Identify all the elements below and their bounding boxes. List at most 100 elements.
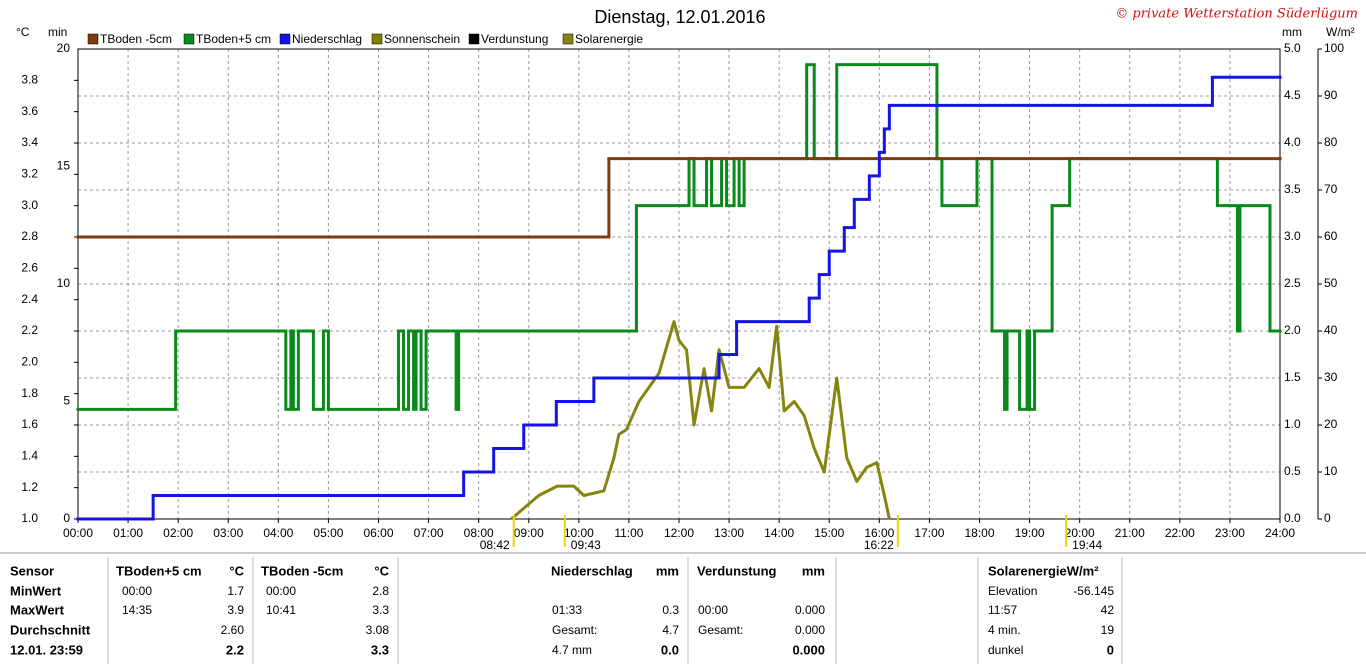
cell-label: 01:33 bbox=[552, 603, 582, 617]
y3-tick-label: 30 bbox=[1324, 370, 1338, 384]
y2-tick-label: 0.0 bbox=[1284, 511, 1301, 525]
copyright: © private Wetterstation Süderlügum bbox=[1115, 7, 1358, 22]
y-tick-label: 2.4 bbox=[21, 292, 38, 306]
panel-header: Niederschlag bbox=[551, 563, 633, 578]
x-tick-label: 09:00 bbox=[514, 526, 544, 540]
y3-tick-label: 100 bbox=[1324, 41, 1344, 55]
cell-label: 00:00 bbox=[122, 584, 152, 598]
row-label: MinWert bbox=[10, 583, 62, 598]
y2-tick-label: 2.5 bbox=[1284, 276, 1301, 290]
y3-tick-label: 90 bbox=[1324, 88, 1338, 102]
y3-tick-label: 80 bbox=[1324, 135, 1338, 149]
y-tick-label: 3.8 bbox=[21, 73, 38, 87]
y2-tick-label: 0.5 bbox=[1284, 464, 1301, 478]
x-tick-label: 20:00 bbox=[1065, 526, 1095, 540]
y3-tick-label: 70 bbox=[1324, 182, 1338, 196]
cell-label: 00:00 bbox=[698, 603, 728, 617]
y3-tick-label: 10 bbox=[1324, 464, 1338, 478]
x-tick-label: 11:00 bbox=[614, 526, 643, 540]
y-tick-label: 1.2 bbox=[21, 480, 38, 494]
x-tick-label: 05:00 bbox=[313, 526, 343, 540]
plot-frame bbox=[77, 48, 1281, 520]
cell-value: 19 bbox=[1101, 623, 1115, 637]
row-label: Durchschnitt bbox=[10, 622, 91, 637]
cell-value: 2.60 bbox=[221, 623, 245, 637]
y2-tick-label: 4.0 bbox=[1284, 135, 1301, 149]
y4-tick-label: 10 bbox=[57, 276, 71, 290]
legend-swatch bbox=[468, 33, 480, 45]
legend-label: TBoden -5cm bbox=[100, 32, 172, 46]
legend-label: TBoden+5 cm bbox=[196, 32, 271, 46]
x-tick-label: 15:00 bbox=[814, 526, 844, 540]
x-tick-label: 19:00 bbox=[1015, 526, 1045, 540]
y3-tick-label: 0 bbox=[1324, 511, 1331, 525]
y-tick-label: 3.0 bbox=[21, 198, 38, 212]
x-tick-label: 01:00 bbox=[113, 526, 143, 540]
y4-tick-label: 0 bbox=[63, 511, 70, 525]
cell-value: 0.000 bbox=[792, 642, 825, 657]
cell-value: 0 bbox=[1107, 642, 1114, 657]
row-label: MaxWert bbox=[10, 602, 65, 617]
panel-unit: mm bbox=[656, 563, 679, 578]
row-label: 12.01. 23:59 bbox=[10, 642, 83, 657]
legend-swatch bbox=[562, 33, 574, 45]
x-tick-label: 02:00 bbox=[163, 526, 193, 540]
x-tick-label: 24:00 bbox=[1265, 526, 1295, 540]
cell-value: 0.0 bbox=[661, 642, 679, 657]
x-tick-label: 14:00 bbox=[764, 526, 794, 540]
sun-event-label: 09:43 bbox=[571, 538, 601, 552]
y2-tick-label: 1.0 bbox=[1284, 417, 1301, 431]
y-tick-label: 2.6 bbox=[21, 261, 38, 275]
panel-header: Verdunstung bbox=[697, 563, 777, 578]
cell-value: 3.08 bbox=[366, 623, 390, 637]
y4-tick-label: 20 bbox=[57, 41, 71, 55]
y2-tick-label: 5.0 bbox=[1284, 41, 1301, 55]
y-tick-label: 1.6 bbox=[21, 417, 38, 431]
y-tick-label: 1.0 bbox=[21, 511, 38, 525]
x-tick-label: 03:00 bbox=[213, 526, 243, 540]
axis-label: W/m² bbox=[1326, 25, 1355, 39]
legend-swatch bbox=[371, 33, 383, 45]
x-tick-label: 12:00 bbox=[664, 526, 694, 540]
y-tick-label: 2.2 bbox=[21, 323, 38, 337]
y2-tick-label: 2.0 bbox=[1284, 323, 1301, 337]
x-tick-label: 07:00 bbox=[414, 526, 444, 540]
axis-label: °C bbox=[16, 25, 30, 39]
cell-label: 4.7 mm bbox=[552, 643, 592, 657]
panel-unit: mm bbox=[802, 563, 825, 578]
x-tick-label: 13:00 bbox=[714, 526, 744, 540]
cell-value: 2.8 bbox=[372, 584, 389, 598]
cell-label: 4 min. bbox=[988, 623, 1021, 637]
y-tick-label: 1.8 bbox=[21, 386, 38, 400]
panel-header: TBoden -5cm bbox=[261, 563, 343, 578]
cell-value: 1.7 bbox=[227, 584, 244, 598]
y2-tick-label: 1.5 bbox=[1284, 370, 1301, 384]
legend-swatch bbox=[279, 33, 291, 45]
cell-value: 3.3 bbox=[371, 642, 389, 657]
panel-header: TBoden+5 cm bbox=[116, 563, 202, 578]
sun-event-label: 16:22 bbox=[864, 538, 894, 552]
x-tick-label: 22:00 bbox=[1165, 526, 1195, 540]
y3-tick-label: 60 bbox=[1324, 229, 1338, 243]
y-tick-label: 2.8 bbox=[21, 229, 38, 243]
sun-event-label: 08:42 bbox=[480, 538, 510, 552]
cell-label: Elevation bbox=[988, 584, 1037, 598]
y-tick-label: 2.0 bbox=[21, 355, 38, 369]
cell-label: 14:35 bbox=[122, 603, 152, 617]
cell-label: Gesamt: bbox=[552, 623, 597, 637]
y-tick-label: 3.6 bbox=[21, 104, 38, 118]
cell-value: 0.3 bbox=[662, 603, 679, 617]
chart-title: Dienstag, 12.01.2016 bbox=[594, 7, 765, 27]
cell-label: 10:41 bbox=[266, 603, 296, 617]
y-tick-label: 1.4 bbox=[21, 449, 38, 463]
y-tick-label: 3.4 bbox=[21, 135, 38, 149]
y4-tick-label: 5 bbox=[63, 394, 70, 408]
cell-label: 00:00 bbox=[266, 584, 296, 598]
cell-value: 0.000 bbox=[795, 623, 825, 637]
x-tick-label: 04:00 bbox=[263, 526, 293, 540]
y2-tick-label: 3.5 bbox=[1284, 182, 1301, 196]
panel-unit: °C bbox=[229, 563, 244, 578]
y2-tick-label: 4.5 bbox=[1284, 88, 1301, 102]
